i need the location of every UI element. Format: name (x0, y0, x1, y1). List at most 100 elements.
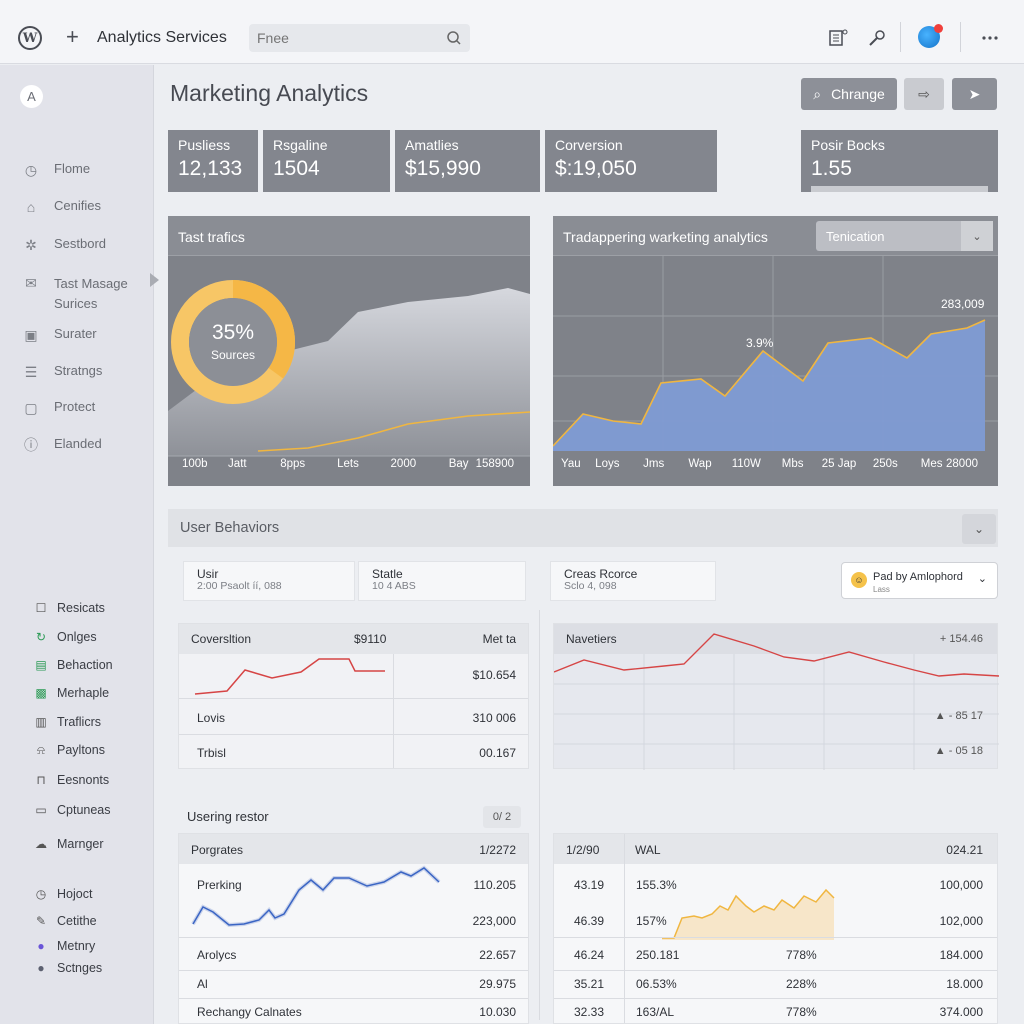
sidebar-item-metnry[interactable]: ● Metnry (34, 939, 95, 953)
plus-icon[interactable]: + (66, 24, 79, 49)
table-cell: 155.3% (636, 878, 677, 892)
more-icon[interactable] (978, 26, 1002, 50)
search-icon[interactable] (444, 28, 464, 48)
edit-icon: ⌕ (813, 85, 822, 102)
chevron-down-icon[interactable]: ⌄ (962, 514, 996, 544)
sidebar-item-traflicrs[interactable]: ▥ Traflicrs (35, 715, 101, 729)
x-tick-label: 110W (731, 458, 761, 470)
share-button[interactable]: ➤ (952, 78, 997, 110)
navetiers-panel: Navetiers + 154.46 ▲ - 85 17 ▲ - 05 18 (553, 623, 999, 770)
sidebar-item-payltons[interactable]: ⍾ Payltons (34, 743, 105, 757)
legend-item: ▲ - 85 17 (934, 710, 983, 722)
traffic-chart (168, 280, 530, 457)
sidebar-item-behaction[interactable]: ▤ Behaction (35, 658, 113, 672)
section-header[interactable]: User Behaviors (168, 509, 998, 547)
conversion-table: Coversltion $9110 Met ta $10.654 Lovis 3… (178, 623, 529, 769)
ranking-line (192, 867, 440, 926)
sidebar-collapse-arrow[interactable] (150, 273, 159, 287)
table-cell: 374.000 (939, 1005, 983, 1019)
kpi-card[interactable]: Pusliess 12,133 (168, 130, 258, 192)
x-tick-label: 8pps (280, 458, 306, 470)
clock-icon: ◷ (35, 887, 47, 901)
marketing-area (553, 320, 985, 451)
x-tick-label: Wap (688, 458, 712, 470)
list-icon: ☰ (24, 364, 38, 380)
refresh-icon: ↻ (35, 630, 47, 644)
tool-icon[interactable] (865, 26, 889, 50)
sidebar-item-protect[interactable]: ▢ Protect (22, 399, 95, 417)
bell-icon: ⍾ (37, 743, 45, 757)
sidebar-item-hojoct[interactable]: ◷ Hojoct (35, 887, 93, 901)
x-tick-label: 100b (182, 458, 208, 470)
kpi-card[interactable]: Amatlies $15,990 (395, 130, 540, 192)
info-icon: ⓘ (24, 437, 38, 453)
sidebar-item-strategy[interactable]: ☰ Stratngs (22, 363, 103, 381)
question-icon: ● (37, 939, 45, 953)
table-header: Porgrates 1/2272 (179, 834, 528, 864)
conversion-sparkline (194, 658, 385, 695)
clock-icon: ◷ (24, 162, 38, 178)
sidebar-item-onlges[interactable]: ↻ Onlges (35, 630, 97, 644)
traffic-area (168, 288, 530, 456)
sidebar-item-elanded[interactable]: ⓘ Elanded (24, 436, 102, 453)
kpi-card[interactable]: Rsgaline 1504 (263, 130, 390, 192)
refresh-button[interactable]: ⇨ (904, 78, 944, 110)
sidebar-item-sestbord[interactable]: ✲ Sestbord (22, 236, 106, 254)
sidebar-item-message[interactable]: ✉ Tast Masage Surices (22, 274, 132, 314)
x-tick-label: Jatt (228, 458, 247, 470)
panel-title: Tast trafics (168, 216, 530, 256)
gear-icon: ✲ (25, 237, 37, 253)
table-cell: 46.24 (574, 948, 605, 962)
settings-icon: ● (37, 961, 45, 975)
table-cell: 100,000 (939, 878, 983, 892)
filter-dropdown[interactable]: ☺ Pad by Amlophord Lass ⌄ (841, 562, 998, 599)
image-icon: ▩ (35, 686, 47, 700)
sidebar-item-marnger[interactable]: ☁ Marnger (35, 837, 104, 851)
wal-sparkline (662, 888, 835, 940)
sidebar-item-cptuneas[interactable]: ▭ Cptuneas (35, 803, 111, 817)
x-tick-label: Mbs (781, 458, 804, 470)
page-badge[interactable]: 0/ 2 (483, 806, 521, 828)
annotation: 283,009 (941, 297, 985, 311)
marketing-line (553, 319, 986, 447)
doc-icon: ▥ (35, 715, 47, 729)
chart-icon: ▤ (35, 658, 47, 672)
x-tick-label: Lets (337, 458, 359, 470)
sidebar-item-cetithe[interactable]: ✎ Cetithe (35, 914, 97, 928)
sidebar-item-cenifies[interactable]: ⌂ Cenifies (22, 198, 101, 216)
marketing-chart (553, 256, 998, 451)
table-cell: 184.000 (939, 948, 983, 962)
kpi-card[interactable]: Posir Bocks 1.55 (801, 130, 998, 192)
table-cell: 778% (786, 1005, 817, 1019)
change-button[interactable]: ⌕ Chrange (801, 78, 897, 110)
annotation: 3.9% (746, 336, 774, 350)
send-icon: ➤ (968, 85, 981, 102)
table-cell: 228% (786, 977, 817, 991)
sidebar-item-surater[interactable]: ▣ Surater (22, 326, 96, 344)
x-tick-label: 158900 (475, 458, 514, 470)
divider (960, 22, 961, 52)
list-icon[interactable] (826, 26, 850, 50)
sidebar-item-sctnges[interactable]: ● Sctnges (34, 961, 102, 975)
home-icon: ⌂ (26, 199, 36, 215)
divider (900, 22, 901, 52)
x-tick-label: Jms (643, 458, 665, 470)
sidebar-item-merhaple[interactable]: ▩ Merhaple (35, 686, 110, 700)
period-select[interactable]: Tenication ⌄ (816, 221, 993, 251)
donut-value: 35% (211, 321, 255, 344)
wordpress-icon[interactable]: W (18, 26, 42, 50)
table-cell: 102,000 (939, 914, 983, 928)
x-tick-label: 2000 (390, 458, 417, 470)
sidebar-item-home[interactable]: ◷ Flome (22, 161, 90, 179)
ranking-sparkline (191, 865, 441, 928)
search-input[interactable] (257, 28, 437, 48)
sidebar-item-eesnonts[interactable]: ⊓ Eesnonts (34, 773, 109, 787)
site-logo[interactable]: A (20, 85, 43, 108)
x-tick-label: 25 Jap (821, 458, 857, 470)
table-cell: 35.21 (574, 977, 605, 991)
sidebar-item-resicats[interactable]: ☐ Resicats (35, 601, 105, 615)
table-header: Navetiers (554, 624, 997, 654)
page-title: Marketing Analytics (170, 80, 369, 106)
kpi-card[interactable]: Corversion $:19,050 (545, 130, 717, 192)
grid-icon: ▣ (24, 327, 38, 343)
